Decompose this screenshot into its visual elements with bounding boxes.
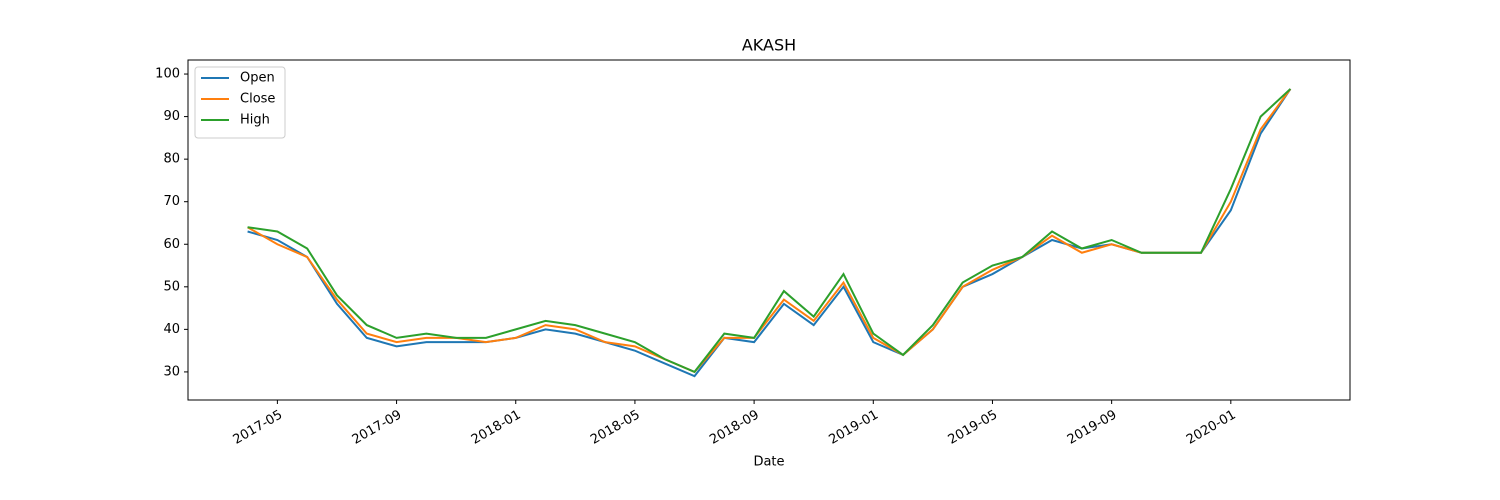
x-axis-label: Date — [753, 455, 784, 470]
x-tick-label: 2020-01 — [1184, 408, 1239, 448]
y-tick-label: 90 — [163, 109, 180, 124]
x-tick-label: 2019-09 — [1065, 408, 1120, 448]
x-tick-label: 2017-09 — [350, 408, 405, 448]
y-tick-label: 40 — [163, 322, 180, 337]
legend-label: High — [240, 113, 270, 128]
series-line — [247, 88, 1292, 378]
legend-label: Open — [240, 71, 275, 86]
y-tick-label: 100 — [155, 67, 180, 82]
y-tick-label: 50 — [163, 279, 180, 294]
x-tick-label: 2019-01 — [826, 408, 881, 448]
y-tick-label: 30 — [163, 364, 180, 379]
y-tick-label: 70 — [163, 194, 180, 209]
legend: Open Close High — [194, 66, 286, 139]
series-line — [247, 88, 1292, 374]
chart-title: AKASH — [742, 36, 796, 55]
plot-frame — [187, 59, 1351, 401]
x-tick-label: 2018-01 — [469, 408, 524, 448]
series-line — [247, 88, 1292, 374]
legend-label: Close — [240, 92, 275, 107]
x-tick-label: 2019-05 — [946, 408, 1001, 448]
x-tick-label: 2018-05 — [588, 408, 643, 448]
x-tick-label: 2018-09 — [707, 408, 762, 448]
y-tick-label: 60 — [163, 237, 180, 252]
x-tick-label: 2017-05 — [231, 408, 286, 448]
y-tick-label: 80 — [163, 152, 180, 167]
